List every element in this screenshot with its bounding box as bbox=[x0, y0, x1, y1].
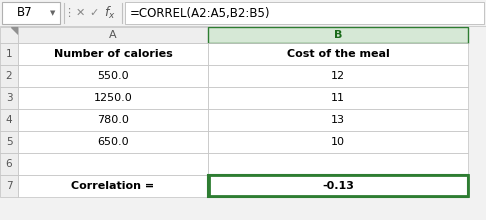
Text: 1250.0: 1250.0 bbox=[94, 93, 132, 103]
Bar bbox=[0, 109, 18, 131]
Bar bbox=[18, 87, 208, 109]
Text: 6: 6 bbox=[6, 159, 12, 169]
Bar bbox=[0, 0, 486, 26]
Text: 550.0: 550.0 bbox=[97, 71, 129, 81]
Text: 12: 12 bbox=[331, 71, 345, 81]
Text: -0.13: -0.13 bbox=[322, 181, 354, 191]
Text: $f_x$: $f_x$ bbox=[104, 5, 116, 21]
Bar bbox=[0, 43, 18, 65]
Bar bbox=[18, 65, 208, 87]
Bar bbox=[208, 176, 468, 196]
Text: 1: 1 bbox=[6, 49, 12, 59]
Bar bbox=[208, 131, 468, 153]
Bar bbox=[0, 87, 18, 109]
Bar bbox=[18, 109, 208, 131]
Text: =CORREL(A2:A5,B2:B5): =CORREL(A2:A5,B2:B5) bbox=[130, 7, 271, 20]
Text: 7: 7 bbox=[6, 181, 12, 191]
Bar bbox=[208, 175, 468, 197]
Bar bbox=[208, 109, 468, 131]
Text: 650.0: 650.0 bbox=[97, 137, 129, 147]
Bar bbox=[208, 43, 468, 65]
Bar bbox=[18, 153, 208, 175]
Polygon shape bbox=[11, 27, 18, 34]
Bar bbox=[0, 153, 18, 175]
Bar bbox=[18, 27, 208, 43]
Text: Number of calories: Number of calories bbox=[53, 49, 173, 59]
Text: 780.0: 780.0 bbox=[97, 115, 129, 125]
Text: ✓: ✓ bbox=[89, 8, 99, 18]
Text: 2: 2 bbox=[6, 71, 12, 81]
Bar bbox=[0, 65, 18, 87]
Bar bbox=[0, 131, 18, 153]
Text: ⋮: ⋮ bbox=[64, 8, 74, 18]
Text: ✕: ✕ bbox=[75, 8, 85, 18]
Text: 3: 3 bbox=[6, 93, 12, 103]
Bar bbox=[125, 2, 484, 24]
Bar bbox=[18, 131, 208, 153]
Bar bbox=[0, 175, 18, 197]
Bar bbox=[208, 153, 468, 175]
Bar bbox=[0, 27, 18, 43]
Bar bbox=[208, 87, 468, 109]
Bar bbox=[208, 27, 468, 43]
Text: 5: 5 bbox=[6, 137, 12, 147]
Text: ▼: ▼ bbox=[51, 10, 56, 16]
Bar bbox=[2, 2, 60, 24]
Text: 4: 4 bbox=[6, 115, 12, 125]
Text: Correlation =: Correlation = bbox=[71, 181, 155, 191]
Text: B: B bbox=[334, 30, 342, 40]
Text: B7: B7 bbox=[17, 7, 33, 20]
Text: 11: 11 bbox=[331, 93, 345, 103]
Text: 13: 13 bbox=[331, 115, 345, 125]
Text: Cost of the meal: Cost of the meal bbox=[287, 49, 389, 59]
Bar bbox=[208, 65, 468, 87]
Text: A: A bbox=[109, 30, 117, 40]
Text: 10: 10 bbox=[331, 137, 345, 147]
Bar bbox=[18, 175, 208, 197]
Bar bbox=[18, 43, 208, 65]
